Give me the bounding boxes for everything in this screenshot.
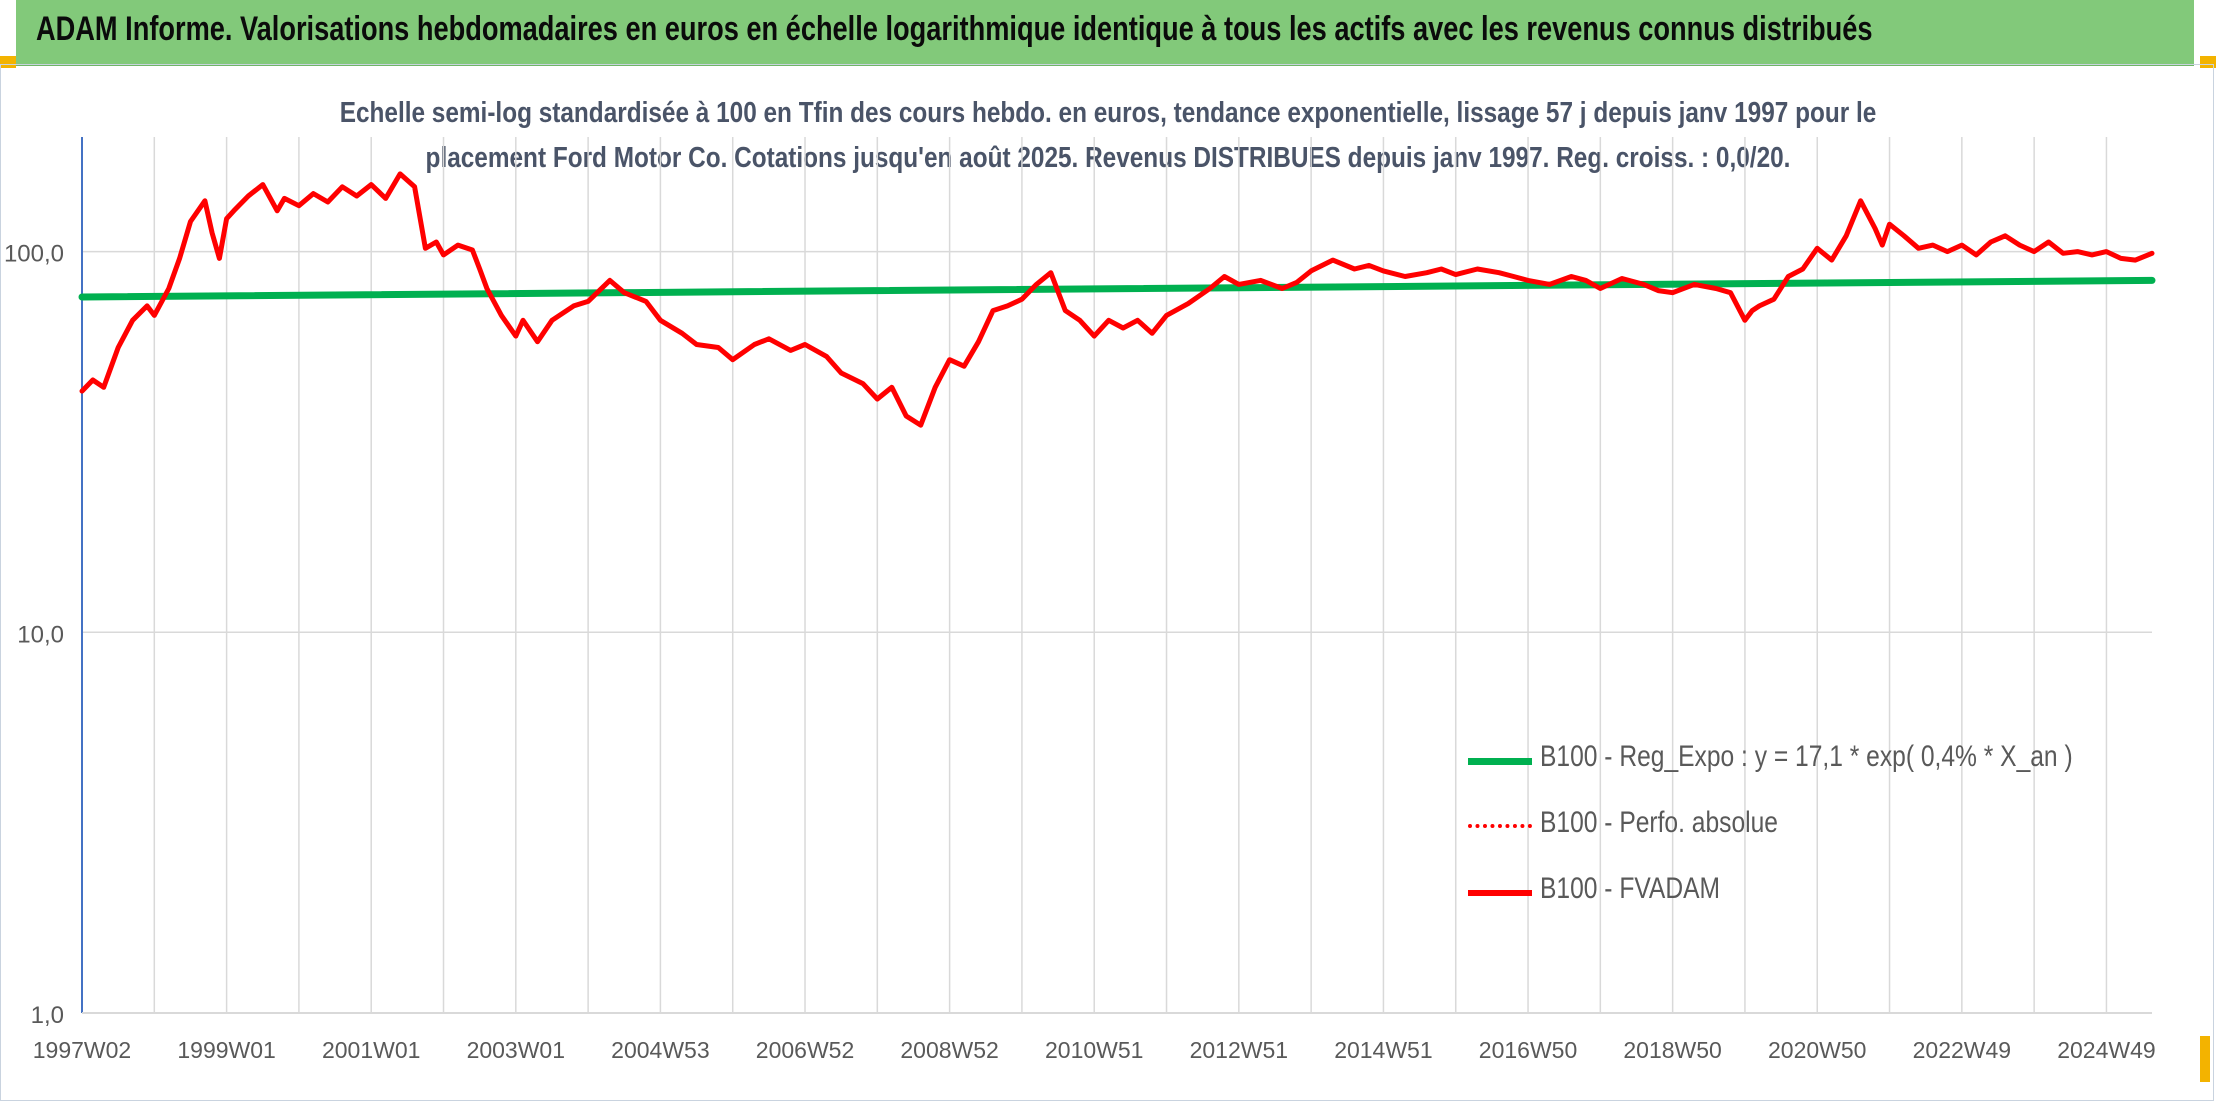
series-line-2	[79, 171, 2155, 428]
chart-title-line-2: placement Ford Motor Co. Cotations jusqu…	[425, 142, 1791, 174]
x-tick-label: 2014W51	[1334, 1037, 1432, 1063]
legend-swatch-regression	[1468, 758, 1532, 765]
x-tick-label: 2001W01	[322, 1037, 420, 1063]
y-tick-label: 10,0	[17, 621, 64, 648]
x-tick-label: 2008W52	[900, 1037, 998, 1063]
x-tick-label: 1999W01	[177, 1037, 275, 1063]
corner-marker-left	[0, 56, 16, 68]
y-tick-label: 100,0	[4, 241, 64, 268]
x-tick-label: 2006W52	[756, 1037, 854, 1063]
chart-title-line-1: Echelle semi-log standardisée à 100 en T…	[339, 97, 1877, 129]
x-tick-label: 2004W53	[611, 1037, 709, 1063]
legend-label-regression: B100 - Reg_Expo : y = 17,1 * exp( 0,4% *…	[1540, 740, 2073, 773]
legend-item-fvadam: B100 - FVADAM	[1468, 872, 2168, 912]
x-tick-label: 2016W50	[1479, 1037, 1577, 1063]
x-tick-label: 2010W51	[1045, 1037, 1143, 1063]
x-tick-label: 2020W50	[1768, 1037, 1866, 1063]
legend-item-regression: B100 - Reg_Expo : y = 17,1 * exp( 0,4% *…	[1468, 740, 2168, 780]
x-tick-label: 2022W49	[1913, 1037, 2011, 1063]
legend-label-perfo-absolue: B100 - Perfo. absolue	[1540, 806, 1778, 839]
x-tick-label: 2018W50	[1623, 1037, 1721, 1063]
legend-swatch-perfo-absolue	[1468, 824, 1532, 828]
legend-item-perfo-absolue: B100 - Perfo. absolue	[1468, 806, 2168, 846]
legend-swatch-fvadam	[1468, 890, 1532, 896]
x-tick-label: 2024W49	[2057, 1037, 2155, 1063]
x-tick-label: 2012W51	[1190, 1037, 1288, 1063]
x-tick-label: 2003W01	[467, 1037, 565, 1063]
header-banner: ADAM Informe. Valorisations hebdomadaire…	[16, 0, 2194, 66]
chart-frame	[0, 64, 2214, 1101]
corner-marker-bottom-right	[2200, 1036, 2210, 1082]
y-tick-label: 1,0	[31, 1002, 64, 1029]
header-title: ADAM Informe. Valorisations hebdomadaire…	[36, 10, 1873, 48]
x-tick-label: 1997W02	[33, 1037, 131, 1063]
corner-marker-right	[2200, 56, 2216, 68]
series-line-0	[78, 276, 2156, 301]
legend-label-fvadam: B100 - FVADAM	[1540, 872, 1721, 905]
